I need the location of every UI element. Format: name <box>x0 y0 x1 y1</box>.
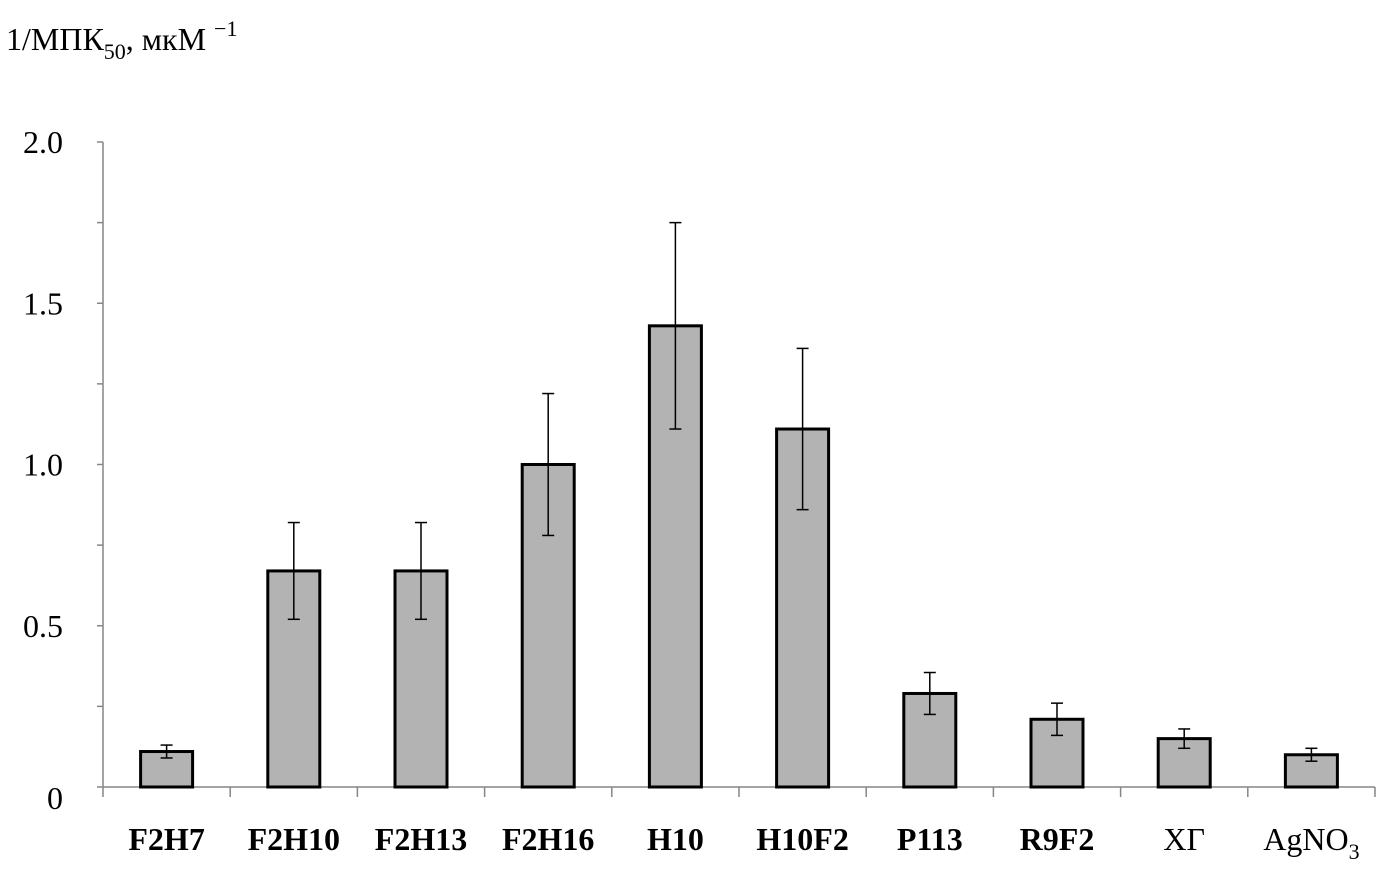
y-tick-label: 2.0 <box>23 124 63 160</box>
y-label-superscript: −1 <box>214 16 237 41</box>
x-tick-label: P113 <box>897 821 963 857</box>
x-tick-label-main: ХГ <box>1163 821 1205 857</box>
x-tick-label: ХГ <box>1163 821 1205 857</box>
y-tick-label: 1.5 <box>23 285 63 321</box>
y-label-subscript: 50 <box>104 39 126 64</box>
y-axis: 0 0.5 1.0 1.5 2.0 <box>23 124 104 816</box>
x-tick-label-main: H10 <box>647 821 704 857</box>
x-tick-labels: F2H7 F2H10 F2H13 F2H16 H10 H10F2 P113 R9F2 ХГ AgN… <box>128 821 1359 864</box>
x-tick-label-main: R9F2 <box>1020 821 1095 857</box>
x-tick-label: AgNO3 <box>1263 821 1359 864</box>
x-tick-label: F2H13 <box>375 821 467 857</box>
x-tick-label: F2H10 <box>248 821 340 857</box>
x-tick-label: R9F2 <box>1020 821 1095 857</box>
y-label-main: 1/МПК <box>6 21 104 57</box>
x-tick-label: H10 <box>647 821 704 857</box>
y-tick-label: 0 <box>47 780 63 816</box>
x-tick-label-main: H10F2 <box>756 821 848 857</box>
x-tick-label-main: P113 <box>897 821 963 857</box>
x-tick-label-main: F2H7 <box>128 821 204 857</box>
bars <box>139 324 1339 789</box>
y-tick-label: 1.0 <box>23 447 63 483</box>
x-tick-label-main: F2H16 <box>502 821 594 857</box>
bar <box>393 569 449 789</box>
y-axis-label-text: 1/МПК50, мкМ −1 <box>6 16 237 64</box>
y-axis-label: 1/МПК50, мкМ −1 <box>6 16 237 64</box>
y-tick-label: 0.5 <box>23 608 63 644</box>
x-tick-label: F2H7 <box>128 821 204 857</box>
y-label-unit: , мкМ <box>126 21 214 57</box>
x-tick-label: F2H16 <box>502 821 594 857</box>
x-tick-label-main: F2H13 <box>375 821 467 857</box>
x-tick-label: H10F2 <box>756 821 848 857</box>
x-tick-label-main: AgNO <box>1263 821 1348 857</box>
error-bars <box>160 221 1318 762</box>
x-tick-label-subscript: 3 <box>1349 839 1360 864</box>
x-tick-label-main: F2H10 <box>248 821 340 857</box>
